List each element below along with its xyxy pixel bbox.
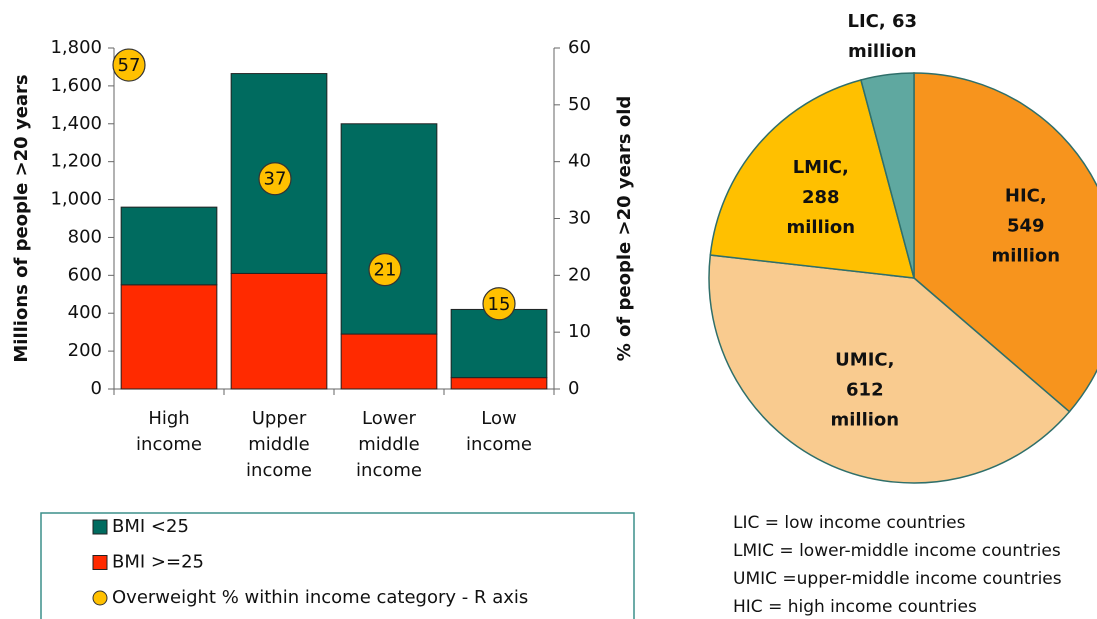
slice-label: UMIC, 612 million [831, 350, 900, 431]
y2-tick-label: 0 [568, 378, 579, 399]
slice-label: LMIC, 288 million [786, 157, 855, 238]
bar-segment [230, 272, 328, 390]
note: UMIC =upper-middle income countries [733, 569, 1062, 589]
y2-tick-label: 60 [568, 37, 591, 58]
y-tick-label: 600 [68, 264, 102, 285]
slice-label: LIC, 63 million [848, 11, 918, 62]
y-tick-label: 1,000 [50, 189, 102, 210]
legend-swatch [92, 555, 108, 570]
y2-tick-label: 30 [568, 208, 591, 229]
y-tick-label: 1,400 [50, 113, 102, 134]
dot-label: 21 [374, 260, 397, 281]
legend-label: BMI <25 [112, 516, 189, 537]
x-tick-label: Low income [466, 408, 532, 455]
note: LMIC = lower-middle income countries [733, 541, 1061, 561]
y-tick-label: 800 [68, 226, 102, 247]
y-axis-label: Millions of people >20 years [11, 74, 32, 362]
legend-label: Overweight % within income category - R … [112, 587, 528, 608]
y-tick-label: 1,200 [50, 151, 102, 172]
bar-segment [340, 123, 438, 335]
y2-axis-label: % of people >20 years old [614, 96, 635, 362]
overweight-dot [482, 287, 516, 321]
legend-swatch [92, 519, 108, 535]
dot-label: 15 [488, 294, 511, 315]
dot-label: 57 [118, 55, 141, 76]
y2-tick-label: 40 [568, 151, 591, 172]
overweight-dot [258, 162, 292, 196]
legend-label: BMI >=25 [112, 552, 204, 573]
bar-segment [450, 308, 548, 379]
pie-slice [860, 72, 915, 279]
y-tick-label: 1,600 [50, 75, 102, 96]
pie-slice [708, 254, 1071, 484]
pie-slice [709, 79, 916, 279]
pie-slice [913, 72, 1097, 413]
y2-tick-label: 50 [568, 94, 591, 115]
bar-segment [450, 377, 548, 390]
legend-box [40, 512, 635, 619]
note: LIC = low income countries [733, 513, 966, 533]
x-tick-label: Lower middle income [356, 408, 422, 481]
y-tick-label: 400 [68, 302, 102, 323]
x-tick-label: High income [136, 408, 202, 455]
bar-segment [120, 284, 218, 390]
y-tick-label: 1,800 [50, 37, 102, 58]
dot-label: 37 [264, 169, 287, 190]
y-tick-label: 200 [68, 340, 102, 361]
slice-label: HIC, 549 million [991, 186, 1060, 267]
y2-tick-label: 10 [568, 321, 591, 342]
note: HIC = high income countries [733, 597, 977, 617]
y2-tick-label: 20 [568, 264, 591, 285]
y-tick-label: 0 [91, 378, 102, 399]
x-tick-label: Upper middle income [246, 408, 312, 481]
legend-swatch [92, 590, 108, 606]
overweight-dot [368, 253, 402, 287]
bar-segment [340, 333, 438, 390]
bar-segment [120, 206, 218, 286]
overweight-dot [112, 48, 146, 82]
